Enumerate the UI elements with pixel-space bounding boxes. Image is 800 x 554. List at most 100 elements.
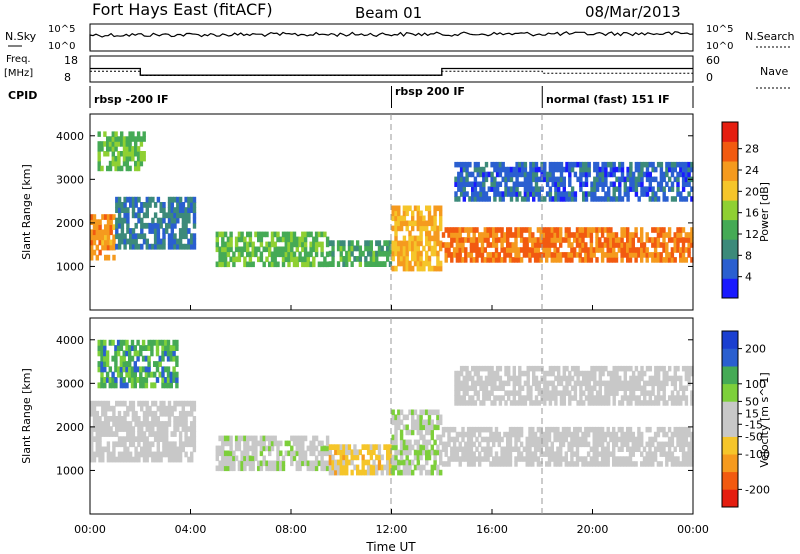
power-cell [528,247,532,253]
velocity-cell [472,431,476,438]
power-cell [301,261,305,268]
power-cell [518,191,522,197]
velocity-cell [618,365,622,372]
power-cell [405,250,409,257]
velocity-cell [439,459,443,466]
velocity-cell [545,385,550,391]
power-cell [462,186,466,192]
velocity-cell [662,441,666,448]
velocity-cell [416,414,420,421]
power-cell [184,196,188,203]
velocity-cell [303,460,308,467]
power-cell [419,235,423,242]
power-cell [136,151,141,157]
velocity-cell [246,435,250,442]
velocity-cell [479,365,483,372]
power-cell [662,242,666,248]
velocity-cell [548,400,553,406]
velocity-cell [444,446,448,452]
velocity-cell [92,426,97,432]
velocity-cell [173,446,177,453]
power-cell [520,161,525,168]
power-cell [500,247,504,253]
power-cell [320,251,324,258]
power-cell [439,265,443,272]
power-cell [268,261,272,268]
velocity-cell [551,390,555,396]
velocity-cell [237,460,242,467]
velocity-cell [507,370,511,377]
velocity-cell [492,441,496,448]
power-cell [687,166,691,173]
velocity-cell [290,445,294,452]
power-cell [565,196,569,202]
colorbar-swatch [722,401,738,420]
velocity-cell [525,456,529,462]
velocity-cell [559,390,564,396]
power-cell [501,166,505,173]
velocity-cell [328,444,332,450]
velocity-cell [600,451,605,457]
power-cell [514,257,518,263]
power-cell [578,242,582,248]
power-cell [543,171,547,178]
power-cell [115,202,119,208]
velocity-cell [493,395,497,401]
velocity-cell [312,465,316,472]
power-cell [436,260,440,267]
power-cell [651,161,655,168]
power-cell [290,251,294,258]
power-cell [221,251,225,258]
power-cell [531,237,535,243]
velocity-cell [223,435,228,442]
power-cell [292,251,297,258]
velocity-cell [623,390,627,396]
power-cell [667,232,672,238]
velocity-cell [550,456,554,462]
velocity-cell [131,400,136,407]
velocity-cell [156,446,160,453]
power-cell [562,166,566,173]
noise-right-label: N.Search [745,30,795,43]
velocity-cell [436,444,440,451]
power-cell [634,161,639,168]
power-cell [508,247,513,253]
power-cell [464,257,468,263]
velocity-cell [408,409,412,416]
power-cell [478,232,482,238]
power-cell [268,246,272,253]
velocity-cell [251,445,255,452]
velocity-cell [320,440,324,447]
velocity-cell [447,461,451,467]
velocity-cell [394,439,398,446]
power-cell [628,237,633,243]
velocity-cell [187,400,191,407]
power-cell [515,186,519,192]
velocity-cell [103,345,107,351]
power-cell [452,252,457,258]
velocity-cell [586,426,591,433]
velocity-cell [131,410,136,417]
power-cell [246,241,250,248]
power-cell [459,166,464,173]
velocity-cell [184,410,188,417]
power-cell [159,202,163,208]
velocity-cell [430,424,434,431]
velocity-cell [447,431,451,438]
velocity-cell [526,385,530,391]
velocity-cell [130,371,135,378]
power-cell [557,176,561,183]
power-cell [662,171,666,178]
velocity-cell [405,464,409,471]
power-cell [416,240,420,247]
velocity-cell [383,464,387,471]
power-cell [640,237,644,243]
velocity-cell [487,375,491,382]
velocity-cell [165,405,169,412]
power-cell [120,233,125,240]
velocity-cell [100,382,104,389]
velocity-cell [273,435,277,442]
velocity-cell [665,400,669,406]
velocity-cell [612,375,616,382]
